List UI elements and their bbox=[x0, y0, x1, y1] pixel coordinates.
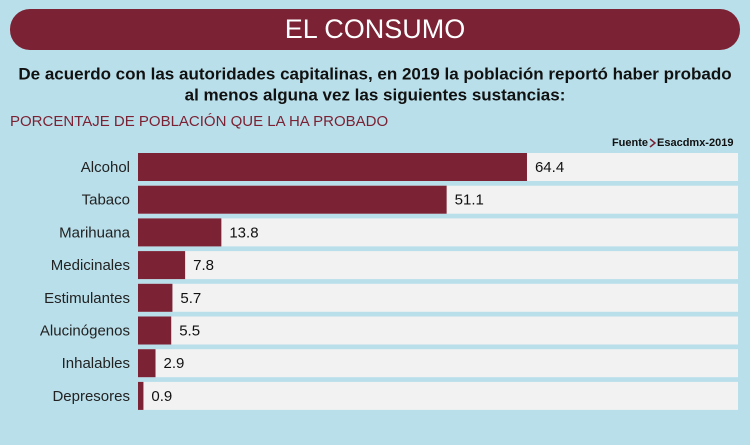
bar bbox=[138, 218, 222, 247]
value-label: 7.8 bbox=[193, 257, 214, 274]
bar bbox=[138, 381, 144, 410]
category-label: Alcohol bbox=[81, 159, 130, 176]
value-label: 5.5 bbox=[179, 322, 200, 339]
bar-track bbox=[138, 381, 738, 410]
source-arrow bbox=[649, 138, 657, 148]
category-label: Depresores bbox=[52, 388, 130, 405]
bar bbox=[138, 251, 186, 280]
category-label: Marihuana bbox=[59, 224, 131, 241]
subtitle: De acuerdo con las autoridades capitalin… bbox=[18, 64, 731, 83]
chart-title: EL CONSUMO bbox=[285, 14, 466, 44]
value-label: 2.9 bbox=[164, 355, 185, 372]
category-label: Medicinales bbox=[51, 257, 130, 274]
value-label: 64.4 bbox=[535, 159, 564, 176]
bar-track bbox=[138, 251, 738, 280]
category-label: Estimulantes bbox=[44, 290, 130, 307]
source-name: Esacdmx-2019 bbox=[657, 137, 733, 149]
bar-track bbox=[138, 316, 738, 345]
bar bbox=[138, 185, 447, 214]
value-label: 13.8 bbox=[229, 224, 258, 241]
value-label: 51.1 bbox=[455, 192, 484, 209]
category-label: Alucinógenos bbox=[40, 322, 130, 339]
bar bbox=[138, 153, 527, 181]
bar bbox=[138, 283, 173, 312]
bar bbox=[138, 349, 156, 378]
title-banner bbox=[10, 9, 740, 50]
value-label: 5.7 bbox=[180, 290, 201, 307]
bar-track bbox=[138, 283, 738, 312]
value-label: 0.9 bbox=[151, 388, 172, 405]
category-label: Tabaco bbox=[82, 192, 130, 209]
bar-track bbox=[138, 218, 738, 247]
bar-track bbox=[138, 349, 738, 378]
axis-label: PORCENTAJE DE POBLACIÓN QUE LA HA PROBAD… bbox=[10, 113, 388, 130]
category-label: Inhalables bbox=[62, 355, 130, 372]
bar bbox=[138, 316, 172, 345]
source-label: Fuente bbox=[612, 137, 648, 149]
subtitle: al menos alguna vez las siguientes susta… bbox=[185, 85, 566, 104]
